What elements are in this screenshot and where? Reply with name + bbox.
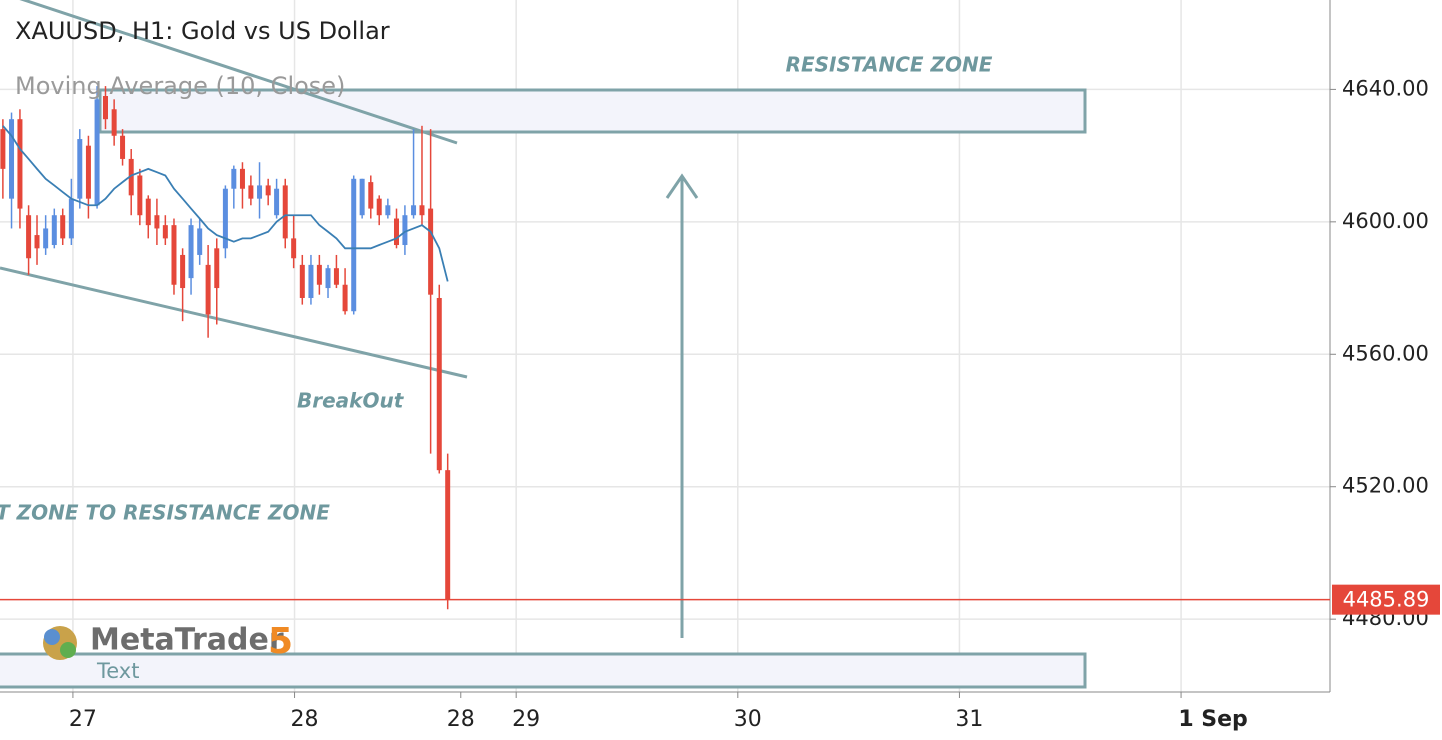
candle-body	[368, 182, 374, 209]
candle-body	[77, 139, 83, 199]
candle-body	[171, 225, 177, 285]
annotation: BreakOut	[297, 389, 405, 413]
candle-body	[436, 297, 442, 471]
candle-body	[197, 228, 203, 255]
candle-body	[299, 264, 305, 298]
time-marker-label: 28	[447, 707, 475, 732]
arrow-head	[665, 173, 699, 199]
candle-body	[205, 264, 211, 315]
candle-body	[428, 208, 434, 295]
moving-average-line	[2, 125, 449, 282]
candle-body	[402, 215, 408, 246]
x-tick-label: 31	[955, 707, 983, 732]
channel-lower	[0, 266, 468, 379]
candle-body	[231, 168, 237, 189]
x-tick-label: 27	[69, 707, 97, 732]
candle-body	[325, 268, 331, 289]
candle-body	[85, 145, 91, 199]
candle-body	[111, 109, 117, 136]
candle-body	[257, 185, 263, 199]
marks	[0, 86, 451, 610]
candle-body	[419, 205, 425, 216]
candle-body	[222, 188, 228, 249]
candle-body	[60, 215, 66, 239]
y-tick-label: 4520.00	[1342, 474, 1429, 498]
candle-body	[180, 254, 186, 289]
candle-body	[385, 205, 391, 216]
candle-body	[376, 198, 382, 216]
candle-body	[0, 129, 6, 169]
candle-body	[248, 185, 254, 199]
logo-version: 5	[268, 621, 293, 662]
y-tick-label: 4560.00	[1342, 341, 1429, 365]
candle-body	[359, 178, 365, 216]
candle-body	[17, 119, 23, 209]
candle-body	[393, 218, 399, 246]
candle-body	[34, 235, 40, 249]
candle-body	[214, 248, 220, 289]
candle-body	[333, 268, 339, 285]
candle-body	[94, 99, 100, 206]
candle-body	[239, 168, 245, 189]
logo-text: MetaTrader	[90, 623, 284, 658]
candle-body	[68, 198, 74, 239]
candle-body	[102, 96, 108, 120]
candle-body	[282, 185, 288, 239]
text-label: Text	[96, 659, 139, 683]
channel-upper	[19, 0, 458, 145]
candle-body	[43, 228, 49, 249]
candle-body	[154, 215, 160, 229]
candle-body	[120, 135, 126, 159]
candle-body	[26, 215, 32, 259]
chart-title: XAUUSD, H1: Gold vs US Dollar	[15, 17, 390, 45]
candle-body	[137, 175, 143, 216]
x-tick-label: 29	[512, 707, 540, 732]
candle-body	[265, 185, 271, 196]
candle-body	[9, 119, 15, 199]
candle-body	[128, 158, 134, 196]
y-tick-label: 4640.00	[1342, 76, 1429, 100]
candle-body	[411, 205, 417, 216]
logo-icon	[43, 626, 77, 660]
candle-body	[445, 470, 451, 600]
x-tick-label: 1 Sep	[1178, 707, 1247, 732]
y-tick-label: 4600.00	[1342, 209, 1429, 233]
candle-body	[342, 284, 348, 312]
legend-entry: Moving Average (10, Close)	[15, 72, 345, 100]
resistance-box	[98, 88, 1087, 134]
annotation: RESISTANCE ZONE	[786, 53, 993, 77]
candle-body	[316, 264, 322, 285]
last-price-label: 4485.89	[1343, 588, 1430, 612]
candle-body	[188, 225, 194, 279]
last-price-box	[1332, 584, 1440, 615]
candle-body	[51, 215, 57, 246]
candle-body	[274, 188, 280, 216]
candle-body	[291, 238, 297, 259]
annotation: T ZONE TO RESISTANCE ZONE	[0, 501, 330, 525]
candle-body	[351, 178, 357, 312]
x-tick-label: 30	[734, 707, 762, 732]
candle-body	[145, 198, 151, 226]
candle-body	[308, 264, 314, 298]
candle-body	[162, 225, 168, 239]
support-box	[0, 652, 1087, 689]
x-tick-label: 28	[291, 707, 319, 732]
